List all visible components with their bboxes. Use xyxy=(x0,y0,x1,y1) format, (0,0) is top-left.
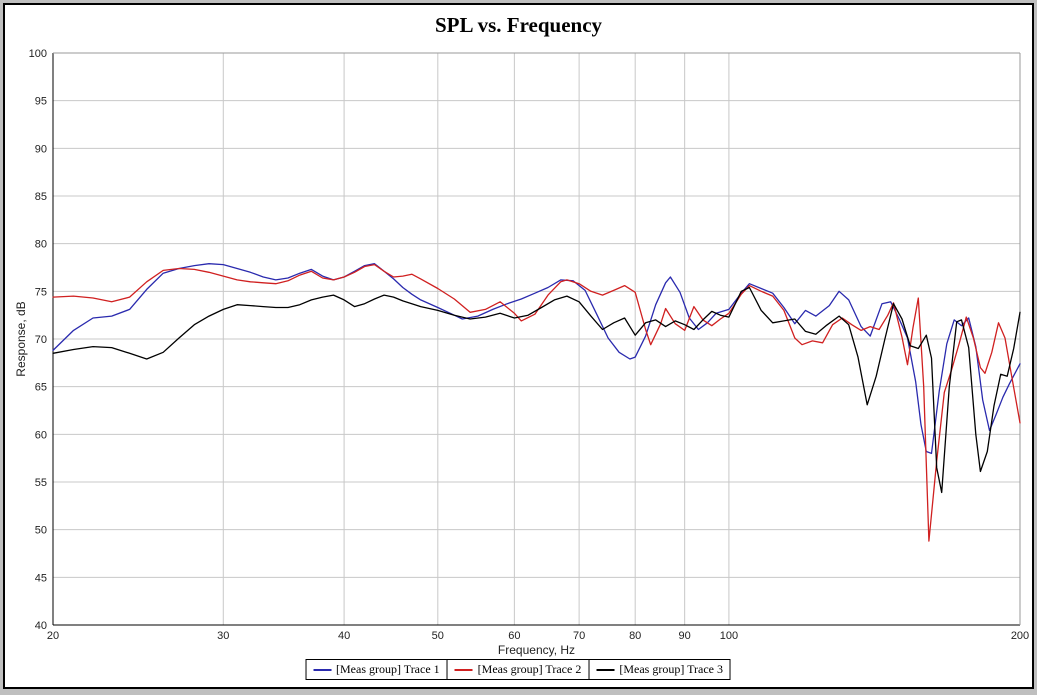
trace-2-line-swatch-icon xyxy=(454,668,473,671)
y-tick-label: 60 xyxy=(35,429,47,441)
legend-item-trace-1: [Meas group] Trace 1 xyxy=(305,659,448,680)
y-tick-label: 100 xyxy=(29,48,47,60)
x-axis-label: Frequency, Hz xyxy=(497,643,576,657)
x-tick-label: 100 xyxy=(720,630,738,642)
x-tick-label: 20 xyxy=(47,630,59,642)
x-tick-label: 60 xyxy=(508,630,520,642)
plot-area: 20 30 40 50 60 70 80 90 100 200 40 45 50 55 60 65 70 75 80… xyxy=(29,48,1030,642)
legend: [Meas group] Trace 1 [Meas group] Trace … xyxy=(305,659,731,680)
y-tick-label: 70 xyxy=(35,334,47,346)
x-tick-label: 50 xyxy=(432,630,444,642)
x-tick-label: 90 xyxy=(679,630,691,642)
trace-line-1 xyxy=(52,263,1021,455)
legend-item-trace-2: [Meas group] Trace 2 xyxy=(446,659,590,680)
x-tick-label: 80 xyxy=(629,630,641,642)
trace-1-line-swatch-icon xyxy=(313,668,332,671)
y-tick-label: 85 xyxy=(35,191,47,203)
legend-item-trace-3: [Meas group] Trace 3 xyxy=(588,659,731,680)
trace-line-2 xyxy=(52,263,1021,542)
x-tick-label: 30 xyxy=(217,630,229,642)
y-tick-label: 90 xyxy=(35,143,47,155)
y-axis-label: Response, dB xyxy=(14,301,28,377)
legend-label-trace-2: [Meas group] Trace 2 xyxy=(477,662,582,676)
y-tick-label: 95 xyxy=(35,96,47,108)
y-tick-label: 80 xyxy=(35,239,47,251)
legend-label-trace-3: [Meas group] Trace 3 xyxy=(619,662,723,676)
trace-3-line-swatch-icon xyxy=(596,668,615,671)
y-tick-label: 45 xyxy=(35,572,47,584)
chart-title: SPL vs. Frequency xyxy=(434,13,603,37)
y-tick-label: 55 xyxy=(35,477,47,489)
y-tick-label: 65 xyxy=(35,382,47,394)
x-tick-label: 40 xyxy=(338,630,350,642)
y-tick-label: 75 xyxy=(35,286,47,298)
x-tick-label: 70 xyxy=(573,630,585,642)
legend-label-trace-1: [Meas group] Trace 1 xyxy=(336,662,440,676)
y-tick-label: 50 xyxy=(35,525,47,537)
chart-window: SPL vs. Frequency 20 30 40 50 60 70 80 90 100 200… xyxy=(3,3,1034,689)
x-tick-label: 200 xyxy=(1011,630,1029,642)
y-tick-label: 40 xyxy=(35,620,47,632)
trace-line-3 xyxy=(52,286,1021,494)
